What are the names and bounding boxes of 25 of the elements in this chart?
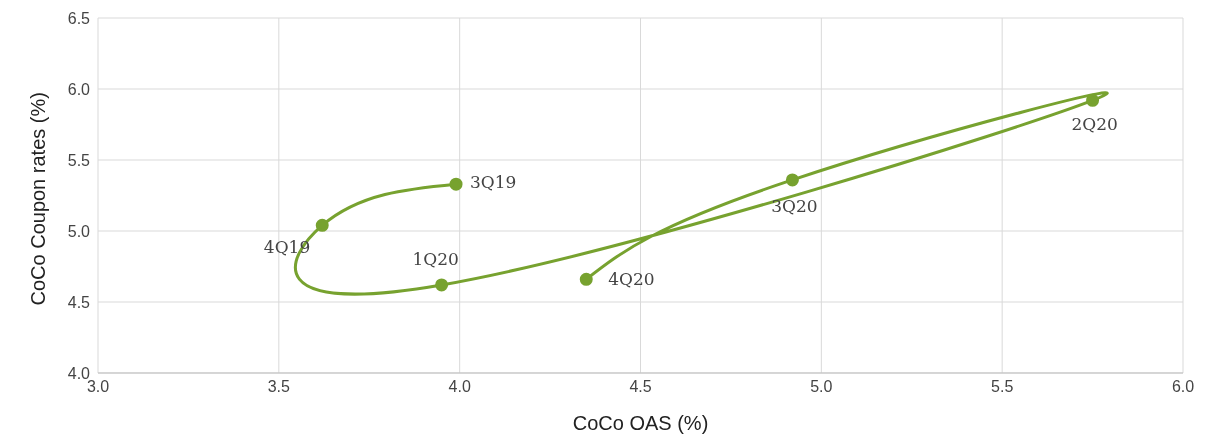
- annotation: 1Q20: [412, 248, 459, 269]
- point: [1086, 93, 1100, 107]
- annotation: 2Q20: [1071, 114, 1118, 135]
- x-tick-label: 3.5: [267, 378, 291, 396]
- x-tick-label: 3.0: [86, 378, 110, 396]
- x-tick-label: 5.5: [991, 378, 1014, 396]
- point: [449, 177, 463, 191]
- x-tick-label: 4.0: [448, 378, 471, 396]
- x-tick-label: 4.5: [629, 378, 652, 396]
- y-tick-label: 5.0: [67, 222, 91, 240]
- y-axis-title: CoCo Coupon rates (%): [27, 92, 50, 306]
- x-tick-label: 5.0: [810, 378, 833, 396]
- annotation: 3Q19: [470, 172, 517, 193]
- point: [435, 278, 449, 292]
- y-tick-label: 6.0: [67, 80, 91, 98]
- point: [785, 173, 799, 187]
- x-tick-label: 6.0: [1171, 378, 1195, 396]
- y-tick-label: 5.5: [67, 151, 91, 169]
- point: [579, 272, 593, 286]
- annotation: 3Q20: [771, 195, 818, 216]
- annotation: 4Q20: [608, 269, 655, 290]
- point: [315, 218, 329, 232]
- x-axis-title: CoCo OAS (%): [572, 412, 709, 434]
- y-tick-label: 4.5: [67, 293, 91, 311]
- y-tick-label: 6.5: [67, 9, 91, 27]
